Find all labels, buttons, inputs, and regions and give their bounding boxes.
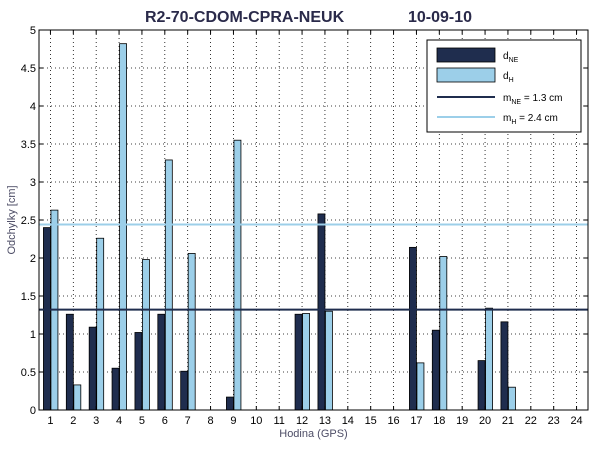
legend-label-mne: mNE = 1.3 cm [503,93,562,106]
legend-label-ne: dNE [503,51,519,64]
x-tick-label: 3 [93,415,99,427]
bar-h-7 [187,253,196,411]
x-tick-label: 15 [365,415,377,427]
bar-ne-12 [294,313,303,411]
bar-h-4 [119,43,127,411]
x-tick-label: 19 [456,415,468,427]
x-tick-label: 23 [548,415,560,427]
x-axis-label: Hodina (GPS) [279,428,347,440]
y-tick-label: 2 [30,253,36,265]
bar-ne-5 [134,332,143,411]
y-tick-label: 1.5 [21,291,36,303]
bar-h-20 [485,307,493,411]
y-tick-label: 1 [30,329,36,341]
x-tick-label: 4 [116,415,122,427]
bar-ne-20 [477,360,486,411]
y-tick-label: 3 [30,177,36,189]
y-tick-label: 5 [30,25,36,37]
y-axis-label: Odchylky [cm] [6,185,18,254]
legend-label-h: dH [503,71,514,84]
bar-ne-21 [500,321,509,411]
y-tick-labels: 0 0.5 1 1.5 2 2.5 3 3.5 4 4.5 5 [21,25,36,417]
legend-swatch-ne [436,47,496,63]
bar-ne-2 [65,313,74,411]
x-tick-label: 20 [479,415,491,427]
x-tick-label: 18 [433,415,445,427]
x-tick-label: 22 [525,415,537,427]
y-tick-label: 4.5 [21,63,36,75]
bar-h-21 [508,386,516,411]
y-tick-label: 3.5 [21,139,36,151]
bar-h-13 [325,310,333,411]
chart-title: R2-70-CDOM-CPRA-NEUK [145,9,345,26]
legend: dNE dH mNE = 1.3 cm mH = 2.4 cm [426,39,582,133]
legend-label-mh: mH = 2.4 cm [503,113,558,126]
x-tick-label: 17 [410,415,422,427]
bar-ne-9 [226,396,234,411]
bar-h-5 [142,259,150,411]
x-tick-label: 1 [47,415,53,427]
bar-h-2 [73,384,82,411]
reference-lines-layer [39,223,588,311]
bar-ne-18 [431,329,440,411]
axis-ticks [39,29,588,411]
x-tick-label: 10 [250,415,262,427]
bar-h-3 [96,237,105,411]
x-tick-label: 2 [70,415,76,427]
x-tick-label: 24 [570,415,582,427]
bar-ne-17 [409,246,417,411]
bar-h-6 [164,159,173,411]
x-tick-label: 7 [185,415,191,427]
bar-h-17 [416,362,425,411]
y-tick-label: 0.5 [21,367,36,379]
bar-ne-13 [317,213,326,411]
x-tick-label: 16 [387,415,399,427]
bar-h-18 [439,256,448,411]
x-tick-label: 5 [139,415,145,427]
bar-ne-3 [88,326,97,411]
x-tick-label: 8 [208,415,214,427]
x-tick-labels: 1 2 3 4 5 6 7 8 9 10 11 12 13 14 15 16 17 18 19 20 21 22 23 24 [47,415,582,427]
bar-ne-7 [180,370,189,411]
y-tick-label: 2.5 [21,215,36,227]
bar-ne-1 [43,227,51,411]
chart-date: 10-09-10 [408,9,472,26]
x-tick-label: 6 [162,415,168,427]
x-tick-label: 14 [342,415,354,427]
x-tick-label: 9 [230,415,236,427]
legend-swatch-h [436,67,496,83]
bar-ne-6 [157,313,166,411]
bar-h-12 [302,313,310,411]
bar-ne-4 [111,367,120,411]
x-tick-label: 12 [296,415,308,427]
x-tick-label: 21 [502,415,514,427]
x-tick-label: 11 [273,415,284,427]
bar-h-9 [233,139,242,411]
y-tick-label: 0 [30,405,36,417]
x-tick-label: 13 [319,415,331,427]
y-tick-label: 4 [30,101,36,113]
